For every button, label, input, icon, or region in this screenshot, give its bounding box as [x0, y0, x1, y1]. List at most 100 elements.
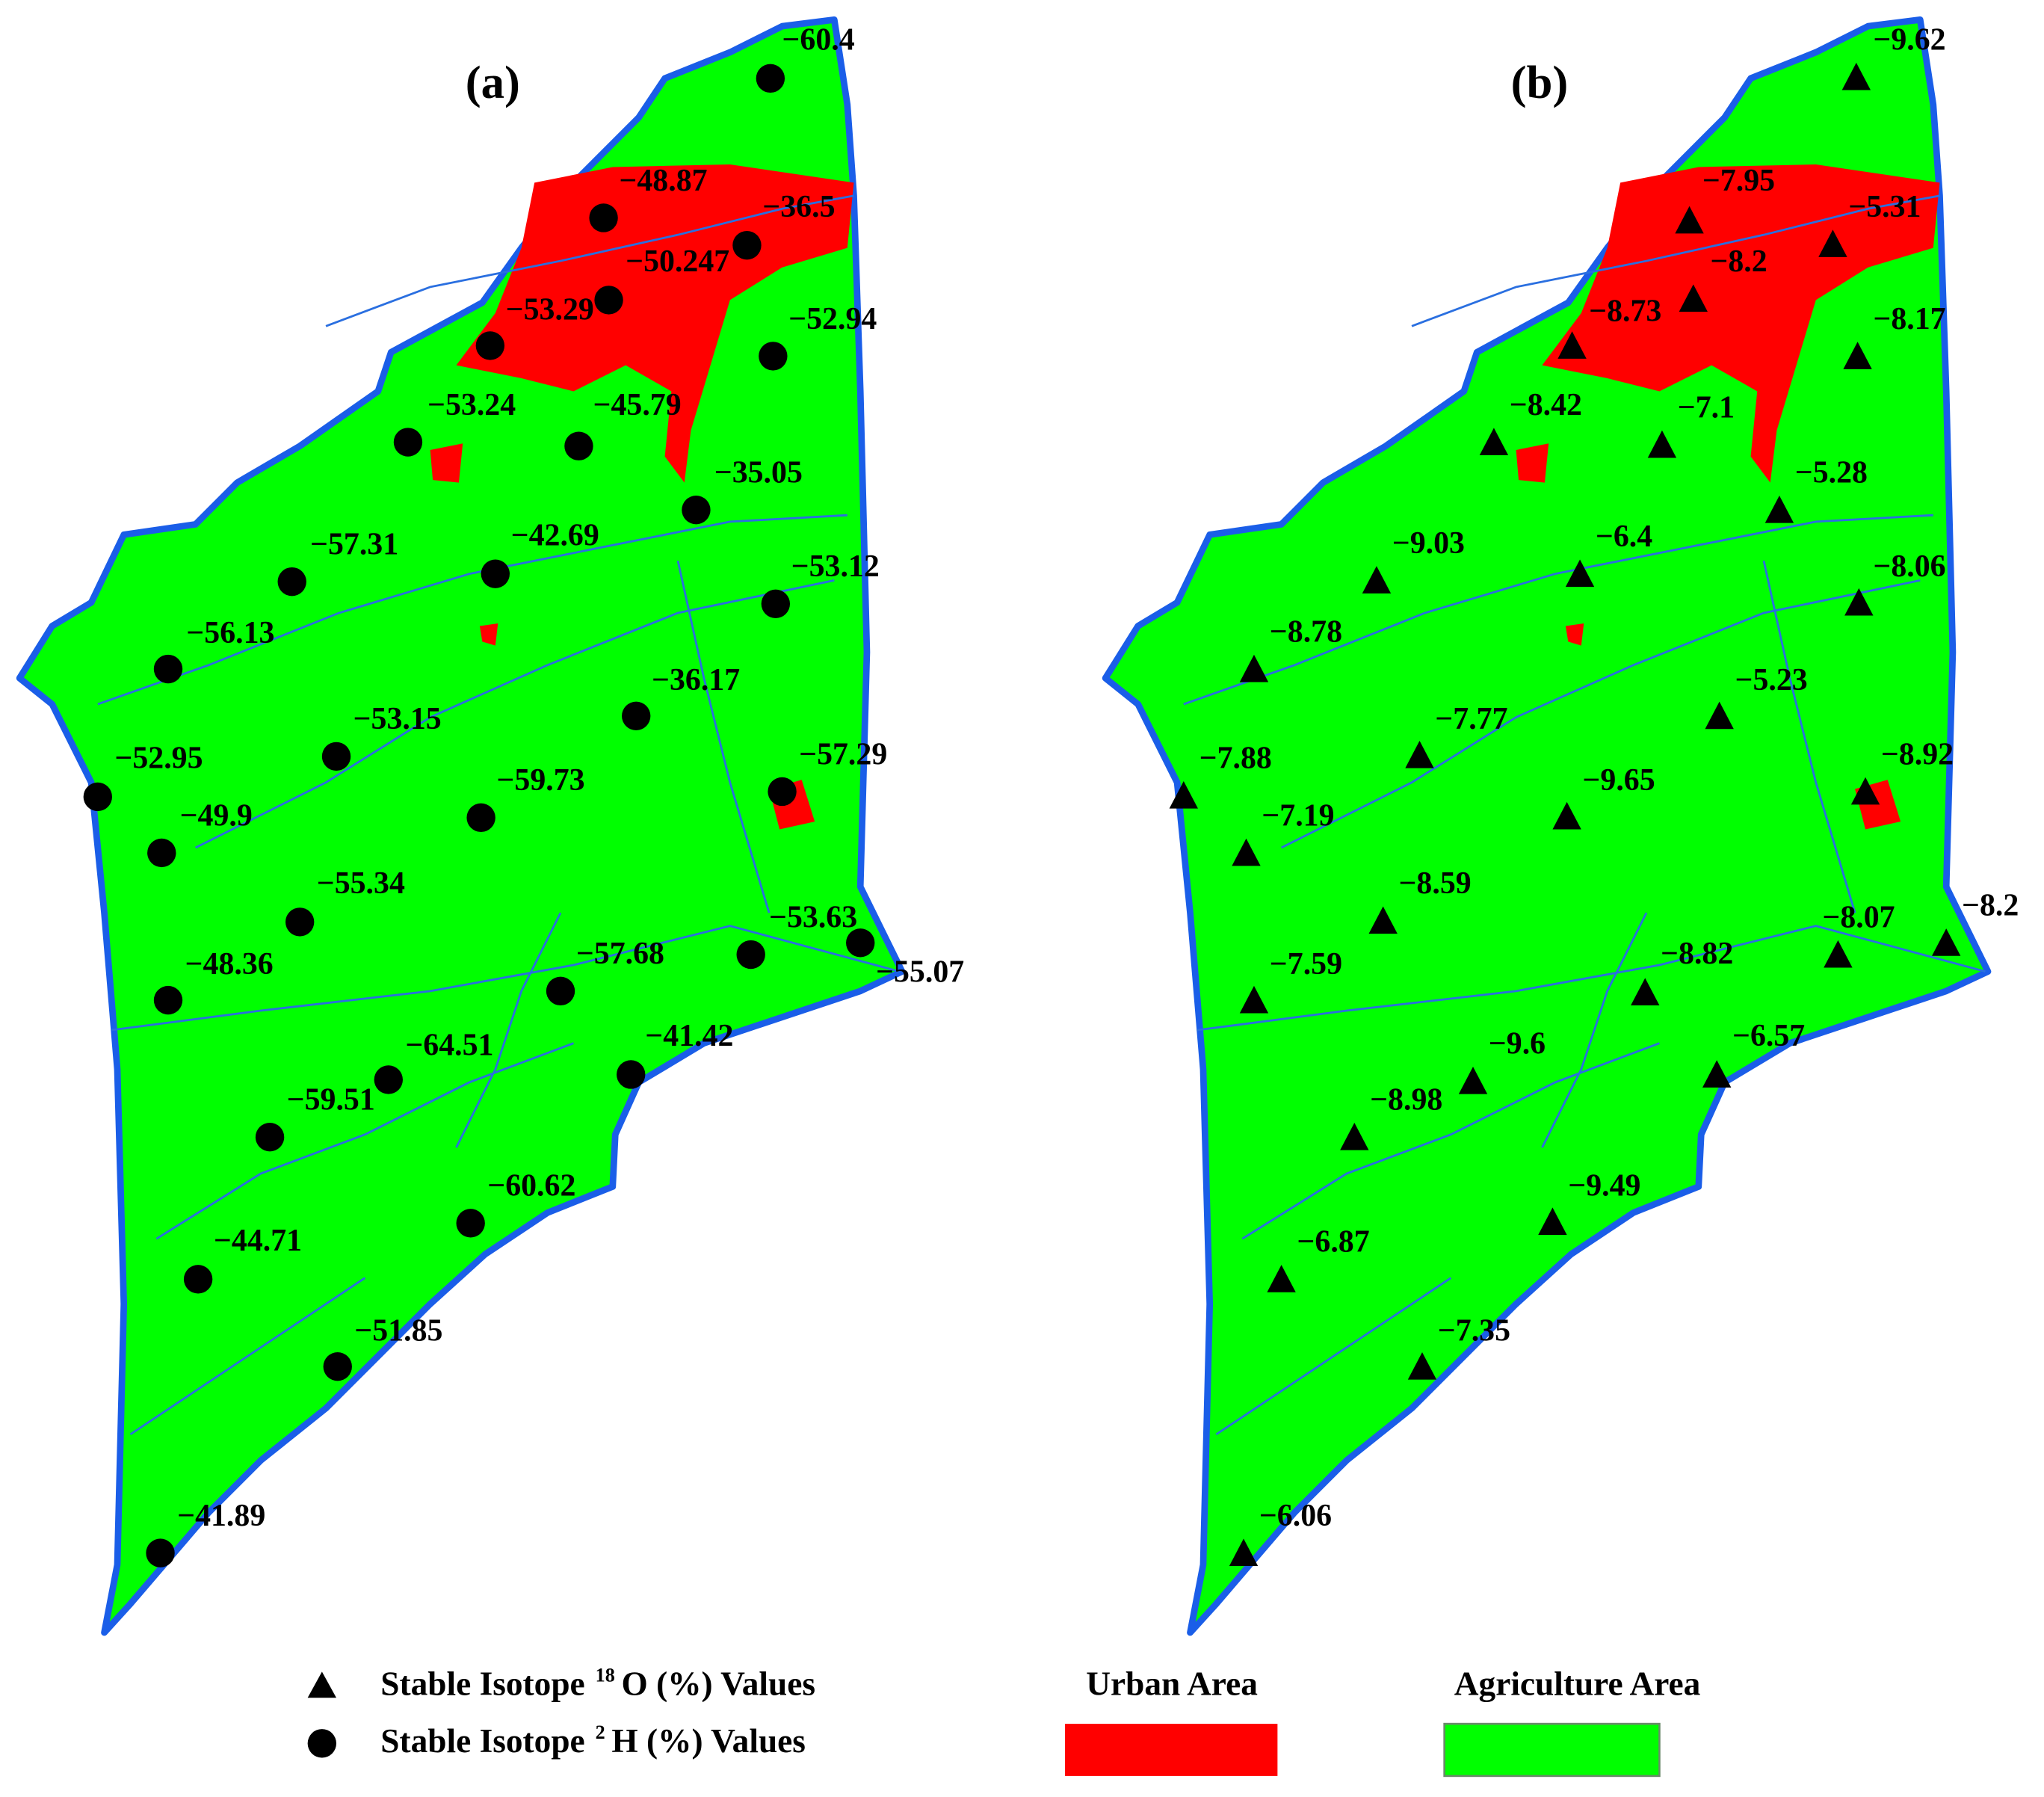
- sample-label: −9.03: [1392, 526, 1465, 561]
- sample-triangle: [1843, 342, 1872, 369]
- sample-triangle: [1565, 559, 1595, 588]
- sample-label: −9.49: [1568, 1169, 1640, 1203]
- panel-b-map: [1105, 19, 1988, 1633]
- sample-circle: [594, 286, 623, 315]
- sample-triangle: [1362, 566, 1392, 594]
- sample-triangle: [1239, 985, 1269, 1014]
- panel-title: (b): [1511, 56, 1569, 108]
- sample-label: −7.19: [1262, 798, 1334, 833]
- sample-label: −53.12: [791, 549, 880, 584]
- sample-label: −57.68: [576, 937, 664, 971]
- sample-label: −45.79: [593, 388, 682, 422]
- sample-label: −6.4: [1596, 520, 1652, 554]
- sample-triangle: [1538, 1207, 1567, 1236]
- sample-label: −8.82: [1661, 937, 1733, 971]
- legend-swatch: [1443, 1722, 1661, 1778]
- sample-circle: [153, 654, 183, 684]
- sample-label: −7.35: [1438, 1313, 1510, 1348]
- sample-label: −57.31: [310, 528, 398, 562]
- sample-circle: [456, 1209, 485, 1238]
- sample-circle: [277, 567, 306, 597]
- sample-triangle: [1557, 331, 1587, 359]
- sample-label: −60.4: [782, 22, 855, 57]
- sample-label: −56.13: [186, 616, 274, 650]
- sample-circle: [183, 1265, 213, 1294]
- sample-triangle: [1405, 740, 1434, 768]
- sample-circle: [759, 342, 788, 371]
- sample-triangle: [1552, 801, 1581, 830]
- sample-triangle: [1368, 906, 1398, 934]
- sample-circle: [756, 64, 785, 93]
- sample-label: −52.95: [114, 742, 203, 776]
- sample-triangle: [1232, 838, 1261, 866]
- sample-label: −55.34: [317, 866, 405, 901]
- sample-label: −48.87: [620, 164, 708, 198]
- sample-triangle: [1479, 428, 1509, 455]
- sample-label: −8.07: [1822, 900, 1895, 934]
- sample-label: −53.63: [769, 900, 857, 934]
- sample-triangle: [1824, 940, 1853, 968]
- sample-circle: [321, 742, 351, 771]
- sample-label: −8.42: [1510, 388, 1582, 422]
- sample-circle: [374, 1065, 403, 1094]
- sample-label: −44.71: [214, 1224, 302, 1258]
- sample-label: −36.17: [652, 663, 740, 697]
- panel-a-map: [19, 19, 902, 1633]
- sample-circle: [846, 928, 875, 958]
- legend-label: Stable Isotope 18 O (%) Values: [380, 1664, 815, 1702]
- sample-label: −5.31: [1848, 190, 1921, 224]
- sample-label: −53.24: [427, 388, 516, 422]
- sample-circle: [589, 203, 618, 232]
- sample-triangle: [1675, 206, 1704, 234]
- sample-circle: [761, 589, 791, 618]
- sample-triangle: [1340, 1123, 1369, 1150]
- sample-label: −51.85: [354, 1313, 442, 1348]
- sample-triangle: [1850, 777, 1880, 805]
- legend-label: Agriculture Area: [1454, 1665, 1701, 1703]
- sample-triangle: [1631, 978, 1660, 1006]
- sample-label: −8.2: [1962, 889, 2019, 923]
- sample-circle: [285, 907, 315, 937]
- sample-label: −8.98: [1370, 1083, 1442, 1118]
- sample-circle: [682, 496, 711, 525]
- sample-triangle: [1764, 496, 1794, 523]
- sample-circle: [564, 431, 593, 460]
- sample-circle: [736, 940, 765, 970]
- sample-circle: [393, 428, 423, 457]
- legend-swatch: [1065, 1724, 1278, 1776]
- legend-circle: [307, 1729, 337, 1758]
- sample-label: −50.247: [626, 244, 729, 279]
- sample-triangle: [1647, 430, 1677, 458]
- sample-label: −5.28: [1795, 456, 1868, 490]
- sample-circle: [146, 1538, 175, 1568]
- sample-label: −8.06: [1874, 549, 1946, 584]
- sample-label: −7.77: [1435, 702, 1507, 736]
- sample-circle: [466, 803, 495, 833]
- sample-label: −41.42: [645, 1019, 733, 1053]
- legend-label: Urban Area: [1086, 1665, 1258, 1703]
- sample-triangle: [1844, 588, 1874, 616]
- sample-triangle: [1169, 781, 1198, 809]
- sample-triangle: [1931, 928, 1961, 956]
- sample-label: −5.23: [1735, 663, 1808, 697]
- sample-triangle: [1239, 654, 1269, 682]
- sample-label: −9.62: [1874, 22, 1946, 57]
- sample-label: −6.87: [1297, 1225, 1370, 1260]
- panel-title: (a): [466, 56, 520, 108]
- sample-triangle: [1841, 62, 1871, 90]
- legend-label: Stable Isotope 2 H (%) Values: [380, 1722, 806, 1760]
- sample-circle: [147, 838, 176, 868]
- sample-label: −6.57: [1732, 1019, 1805, 1053]
- sample-label: −7.88: [1199, 742, 1272, 776]
- sample-triangle: [1679, 284, 1708, 312]
- sample-label: −9.65: [1583, 763, 1655, 798]
- sample-label: −55.07: [876, 955, 964, 990]
- sample-triangle: [1705, 701, 1734, 730]
- sample-label: −48.36: [185, 947, 274, 981]
- sample-triangle: [1267, 1265, 1296, 1292]
- sample-triangle: [1702, 1060, 1732, 1088]
- sample-triangle: [1229, 1538, 1259, 1567]
- sample-triangle: [1818, 229, 1847, 257]
- sample-circle: [617, 1060, 646, 1089]
